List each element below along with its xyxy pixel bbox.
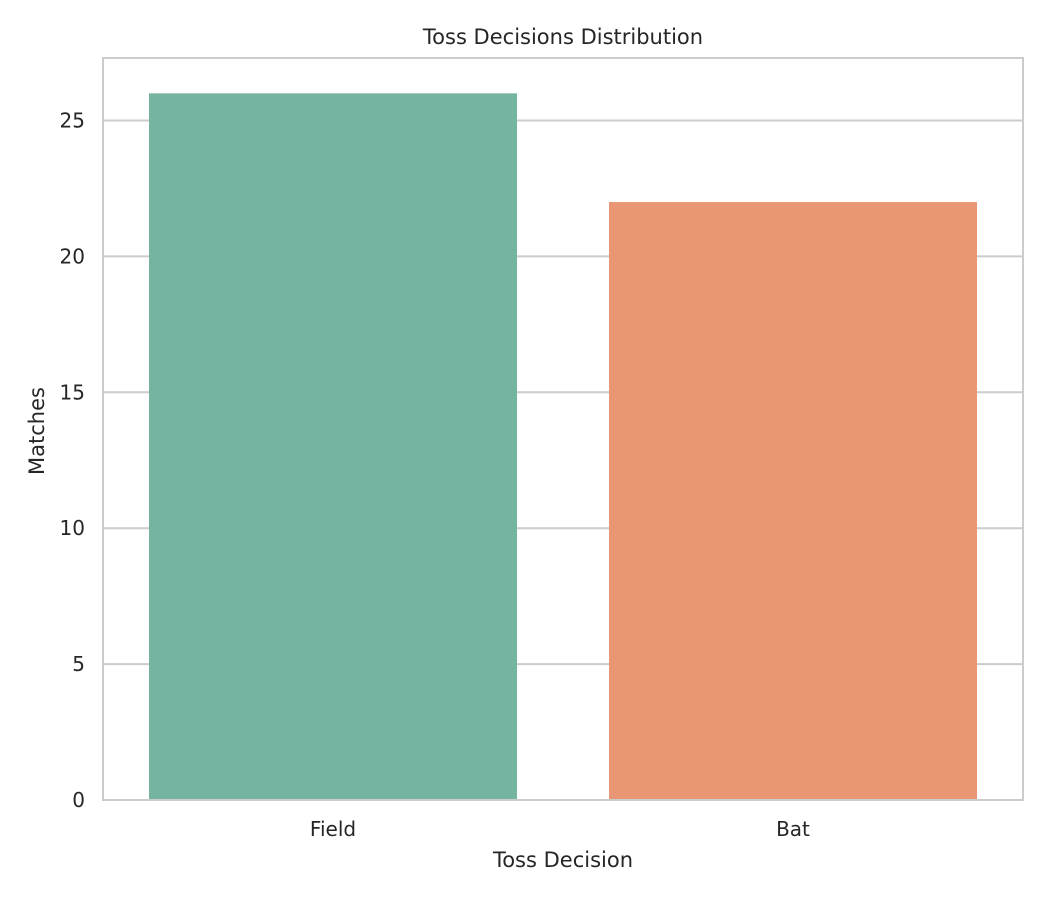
x-tick-label: Field [310,817,356,841]
bar-field [149,93,517,801]
y-tick-label: 20 [60,244,85,268]
y-tick-label: 0 [72,788,85,812]
plot-frame [102,57,1024,801]
x-tick-labels: Field Bat [310,817,810,841]
chart-title: Toss Decisions Distribution [422,25,703,49]
y-tick-label: 10 [60,516,85,540]
y-tick-label: 5 [72,652,85,676]
y-axis-label: Matches [25,387,49,475]
x-axis-label: Toss Decision [492,848,633,872]
y-tick-label: 15 [60,380,85,404]
y-tick-label: 25 [60,109,85,133]
bar-bat [609,202,977,801]
x-tick-label: Bat [776,817,810,841]
y-tick-labels: 0 5 10 15 20 25 [60,109,85,812]
bars [149,93,977,801]
